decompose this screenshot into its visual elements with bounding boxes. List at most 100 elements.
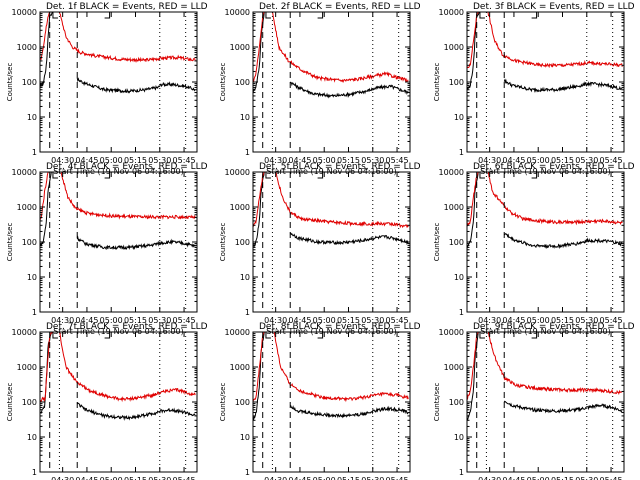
bracket-marker: [479, 12, 485, 19]
x-tick-label: 05:30: [575, 156, 598, 165]
chart-panel: Det. 2f BLACK = Events, RED = LLD 1 10 100 1…: [219, 2, 421, 176]
y-tick-label: 1000: [17, 203, 37, 212]
y-tick-label: 10000: [439, 328, 464, 337]
x-tick-label: 05:00: [100, 316, 123, 325]
y-axis-label: Counts/sec: [219, 383, 227, 422]
y-tick-label: 100: [22, 398, 37, 407]
x-tick-label: 05:15: [551, 316, 574, 325]
events-trace: [467, 332, 485, 421]
x-tick-label: 05:45: [386, 156, 409, 165]
events-trace: [467, 172, 485, 249]
x-tick-label: 04:45: [288, 316, 311, 325]
bracket-marker: [265, 332, 271, 339]
y-tick-label: 10: [27, 273, 37, 282]
plot-area: [40, 12, 196, 94]
lld-trace: [253, 172, 409, 229]
x-tick-label: 04:45: [75, 156, 98, 165]
bracket-marker: [104, 332, 111, 339]
y-tick-label: 100: [449, 398, 464, 407]
bracket-marker: [265, 12, 271, 19]
y-tick-label: 100: [22, 78, 37, 87]
bracket-marker: [265, 172, 271, 179]
x-tick-label: 04:45: [75, 316, 98, 325]
y-tick-label: 1000: [230, 43, 250, 52]
events-trace: [503, 78, 623, 93]
chart-panel: Det. 8f BLACK = Events, RED = LLD 1 10 100 1…: [219, 322, 421, 480]
y-tick-label: 10: [240, 273, 250, 282]
x-tick-label: 05:45: [600, 476, 623, 480]
lld-trace: [40, 12, 196, 63]
y-axis-label: Counts/sec: [6, 223, 14, 262]
x-tick-label: 05:45: [600, 156, 623, 165]
bracket-marker: [52, 12, 58, 19]
bracket-marker: [52, 172, 58, 179]
chart-panel: Det. 7f BLACK = Events, RED = LLD 1 10 100 1…: [6, 322, 208, 480]
y-tick-label: 100: [449, 238, 464, 247]
y-tick-label: 1000: [17, 363, 37, 372]
y-tick-label: 10000: [225, 8, 250, 17]
y-tick-label: 1000: [444, 203, 464, 212]
chart-panel: Det. 9f BLACK = Events, RED = LLD 1 10 100 1…: [433, 322, 635, 480]
y-tick-label: 100: [235, 238, 250, 247]
y-axis-label: Counts/sec: [6, 63, 14, 102]
y-tick-label: 1000: [444, 363, 464, 372]
events-trace: [253, 12, 271, 94]
y-axis-label: Counts/sec: [219, 223, 227, 262]
x-tick-label: 04:30: [264, 476, 287, 480]
x-tick-label: 05:15: [551, 156, 574, 165]
plot-frame: [39, 171, 198, 313]
x-tick-label: 04:30: [51, 316, 74, 325]
y-tick-label: 1: [245, 148, 250, 157]
events-trace: [503, 400, 623, 414]
bracket-marker: [531, 12, 538, 19]
chart-title: Det. 5f BLACK = Events, RED = LLD: [259, 162, 421, 172]
x-tick-label: 05:45: [386, 476, 409, 480]
y-axis-label: Counts/sec: [433, 383, 441, 422]
y-axis-label: Counts/sec: [219, 63, 227, 102]
y-tick-label: 10000: [12, 8, 37, 17]
x-tick-label: 04:30: [478, 156, 501, 165]
x-tick-label: 04:30: [478, 316, 501, 325]
plot-frame: [466, 11, 625, 153]
y-tick-label: 1: [32, 468, 37, 477]
x-tick-label: 05:00: [100, 156, 123, 165]
x-tick-label: 05:00: [100, 476, 123, 480]
plot-area: [467, 12, 623, 93]
plot-area: [40, 332, 196, 421]
x-tick-label: 05:30: [361, 476, 384, 480]
x-tick-label: 05:00: [313, 476, 336, 480]
y-tick-label: 10: [454, 433, 464, 442]
chart-panel: Det. 3f BLACK = Events, RED = LLD 1 10 100 1…: [433, 2, 635, 176]
x-tick-label: 04:30: [51, 156, 74, 165]
y-tick-label: 10000: [439, 8, 464, 17]
bracket-marker: [317, 332, 324, 339]
events-trace: [290, 405, 409, 419]
events-trace: [253, 172, 271, 248]
x-tick-label: 04:30: [264, 316, 287, 325]
chart-title: Det. 7f BLACK = Events, RED = LLD: [46, 322, 208, 332]
x-tick-label: 04:30: [478, 476, 501, 480]
x-tick-label: 05:45: [386, 316, 409, 325]
x-tick-label: 04:45: [288, 476, 311, 480]
chart-title: Det. 1f BLACK = Events, RED = LLD: [46, 2, 208, 12]
bracket-marker: [104, 172, 111, 179]
x-tick-label: 04:45: [502, 476, 525, 480]
y-tick-label: 100: [235, 78, 250, 87]
x-tick-label: 05:15: [124, 476, 147, 480]
lld-trace: [467, 332, 623, 401]
y-tick-label: 1: [245, 468, 250, 477]
chart-title: Det. 8f BLACK = Events, RED = LLD: [259, 322, 421, 332]
chart-panel: Det. 4f BLACK = Events, RED = LLD 1 10 100 1…: [6, 162, 208, 336]
x-tick-label: 05:30: [148, 156, 171, 165]
chart-panel: Det. 6f BLACK = Events, RED = LLD 1 10 100 1…: [433, 162, 635, 336]
x-tick-label: 04:30: [264, 156, 287, 165]
x-tick-label: 05:30: [361, 316, 384, 325]
events-trace: [503, 232, 623, 250]
plot-area: [467, 172, 623, 250]
y-tick-label: 1: [459, 308, 464, 317]
bracket-marker: [531, 172, 538, 179]
x-tick-label: 05:15: [337, 156, 360, 165]
chart-title: Det. 6f BLACK = Events, RED = LLD: [473, 162, 635, 172]
lld-trace: [467, 12, 623, 69]
